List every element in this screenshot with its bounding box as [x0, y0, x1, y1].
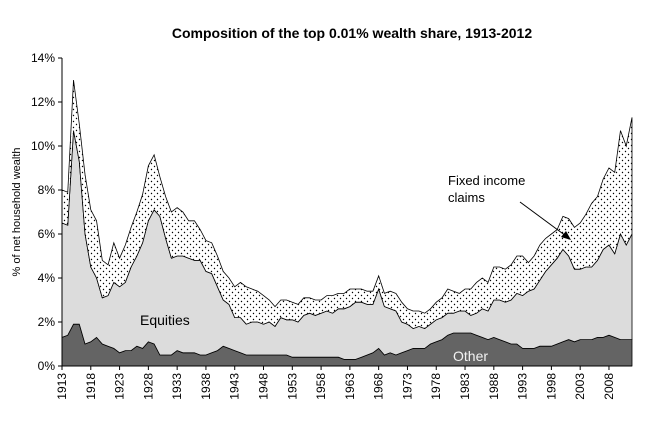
y-tick-label: 10%	[31, 139, 55, 153]
y-tick-label: 8%	[38, 183, 56, 197]
series-label: Other	[453, 348, 488, 364]
x-tick-label: 1913	[55, 373, 69, 400]
x-tick-label: 1938	[199, 373, 213, 400]
x-tick-label: 1953	[285, 373, 299, 400]
x-tick-label: 1928	[141, 373, 155, 400]
annotation-arrow	[519, 201, 567, 237]
x-tick-label: 1918	[84, 373, 98, 400]
chart-title: Composition of the top 0.01% wealth shar…	[172, 25, 532, 41]
y-tick-label: 4%	[38, 271, 56, 285]
x-tick-label: 1973	[400, 373, 414, 400]
x-tick-label: 1923	[113, 373, 127, 400]
annotation-arrowhead	[561, 231, 571, 240]
x-tick-label: 1983	[458, 373, 472, 400]
x-tick-label: 1963	[343, 373, 357, 400]
x-tick-label: 1988	[487, 373, 501, 400]
x-tick-label: 1998	[544, 373, 558, 400]
series-label: Fixed income claims	[448, 173, 526, 205]
area	[61, 79, 633, 330]
y-tick-label: 6%	[38, 227, 56, 241]
y-tick-label: 0%	[38, 359, 56, 373]
x-tick-label: 1948	[257, 373, 271, 400]
x-tick-label: 1943	[228, 373, 242, 400]
series-label: Equities	[140, 312, 190, 328]
y-axis-label: % of net household wealth	[11, 147, 23, 276]
y-tick-label: 14%	[31, 51, 55, 65]
x-tick-label: 2008	[602, 373, 616, 400]
x-tick-label: 1993	[516, 373, 530, 400]
x-tick-label: 1978	[429, 373, 443, 400]
x-tick-label: 1968	[372, 373, 386, 400]
x-tick-label: 1933	[170, 373, 184, 400]
y-tick-label: 12%	[31, 95, 55, 109]
x-tick-label: 1958	[314, 373, 328, 400]
y-tick-label: 2%	[38, 315, 56, 329]
x-tick-label: 2003	[573, 373, 587, 400]
